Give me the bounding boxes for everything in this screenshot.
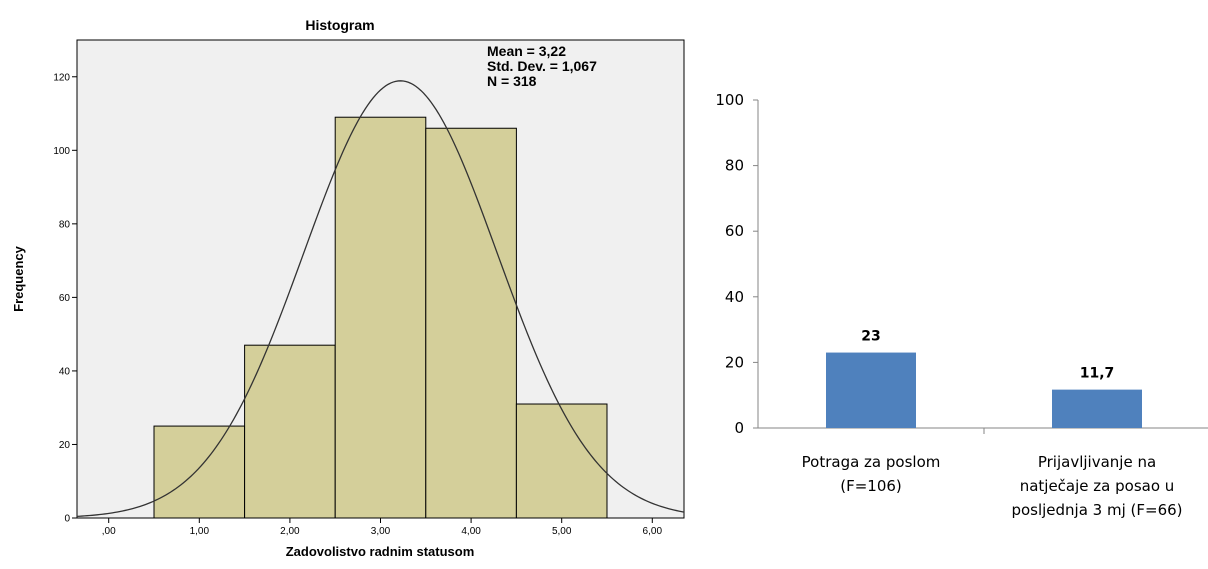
histogram-y-tick-label: 40 (59, 366, 71, 377)
normal-curve (76, 80, 685, 518)
histogram-y-axis-label: Frequency (11, 245, 26, 312)
bar-chart-data-label: 11,7 (1080, 366, 1115, 382)
bar-chart-y-tick-label: 100 (715, 91, 744, 109)
histogram-x-axis-label: Zadovolistvo radnim statusom (286, 544, 475, 559)
bar-chart-bars: 23 11,7 (826, 329, 1142, 428)
stats-std-dev: Std. Dev. = 1,067 (487, 58, 597, 74)
histogram-x-tick-label: 1,00 (190, 526, 210, 537)
bar-chart-category-label: posljednja 3 mj (F=66) (1011, 501, 1182, 519)
histogram-bar-3 (334, 116, 427, 519)
histogram-bars (153, 116, 608, 519)
histogram-title: Histogram (305, 17, 374, 33)
bar-chart-y-tick-label: 80 (725, 157, 744, 175)
histogram-x-tick-label: 2,00 (280, 526, 300, 537)
histogram-stats-box: Mean = 3,22 Std. Dev. = 1,067 N = 318 (487, 43, 597, 89)
histogram-bar-2 (244, 344, 336, 519)
bar-chart-category-label: Prijavljivanje na (1038, 453, 1156, 471)
histogram-x-tick-label: ,00 (102, 526, 116, 537)
histogram-bar-4 (425, 127, 517, 519)
bar-chart-category-label: (F=106) (840, 477, 902, 495)
stats-mean: Mean = 3,22 (487, 43, 566, 59)
histogram-y-ticks: 0 20 40 60 80 100 120 (53, 72, 77, 525)
bar-chart-data-label: 23 (861, 329, 880, 345)
histogram-x-tick-label: 5,00 (552, 526, 572, 537)
stats-n: N = 318 (487, 73, 537, 89)
histogram-y-tick-label: 120 (53, 72, 70, 83)
histogram-y-tick-label: 60 (59, 293, 71, 304)
bar-chart-y-tick-label: 60 (725, 222, 744, 240)
histogram-y-tick-label: 0 (64, 514, 70, 525)
histogram-bar-5 (515, 403, 608, 519)
bar-chart-y-tick-label: 20 (725, 353, 744, 371)
histogram-x-tick-label: 3,00 (371, 526, 391, 537)
histogram-y-tick-label: 20 (59, 440, 71, 451)
histogram-x-tick-label: 4,00 (461, 526, 481, 537)
bar-chart-y-ticks: 0 20 40 60 80 100 (715, 91, 985, 437)
histogram-chart: Histogram 0 20 40 60 80 100 120 ,00 1,00 2,00 3,0… (11, 17, 685, 559)
bar-chart-category-labels: Potraga za poslom (F=106) Prijavljivanje n… (802, 453, 1183, 519)
histogram-y-tick-label: 80 (59, 219, 71, 230)
histogram-x-ticks: ,00 1,00 2,00 3,00 4,00 5,00 6,00 (102, 518, 663, 537)
histogram-x-tick-label: 6,00 (643, 526, 663, 537)
histogram-bar-1 (153, 425, 246, 519)
bar-chart: 0 20 40 60 80 100 23 11,7 Potraga za poslom (F=… (715, 91, 1208, 519)
bar-chart-bar-1 (826, 352, 916, 428)
bar-chart-y-tick-label: 40 (725, 288, 744, 306)
bar-chart-bar-2 (1052, 389, 1142, 428)
bar-chart-category-label: Potraga za poslom (802, 453, 941, 471)
histogram-y-tick-label: 100 (53, 146, 70, 157)
bar-chart-y-tick-label: 0 (734, 419, 744, 437)
bar-chart-category-label: natječaje za posao u (1020, 477, 1175, 495)
